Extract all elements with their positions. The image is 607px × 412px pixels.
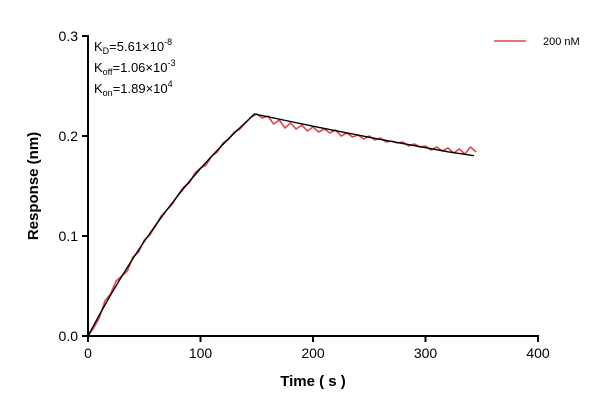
x-axis-title: Time ( s ): [280, 373, 346, 390]
y-axis-title: Response (nm): [25, 132, 42, 240]
y-tick-label: 0.2: [59, 128, 79, 144]
x-tick-label: 0: [84, 345, 92, 361]
kon-annotation: Kon=1.89×104: [94, 79, 173, 98]
x-tick-label: 400: [526, 345, 550, 361]
legend-label-200nm: 200 nM: [543, 36, 580, 48]
plot-area: [87, 113, 477, 337]
x-tick-label: 300: [414, 345, 438, 361]
fit-curve-line: [87, 113, 475, 337]
series-200nm-line: [87, 113, 477, 337]
kinetics-annotation: KD=5.61×10-8 Koff=1.06×10-3 Kon=1.89×104: [94, 37, 175, 98]
legend: 200 nM: [494, 36, 580, 48]
x-tick-label: 100: [189, 345, 213, 361]
y-tick-label: 0.3: [59, 28, 79, 44]
kd-annotation: KD=5.61×10-8: [94, 37, 172, 56]
y-tick-label: 0.1: [59, 228, 79, 244]
y-tick-label: 0.0: [59, 328, 79, 344]
koff-annotation: Koff=1.06×10-3: [94, 58, 175, 77]
x-tick-label: 200: [301, 345, 325, 361]
